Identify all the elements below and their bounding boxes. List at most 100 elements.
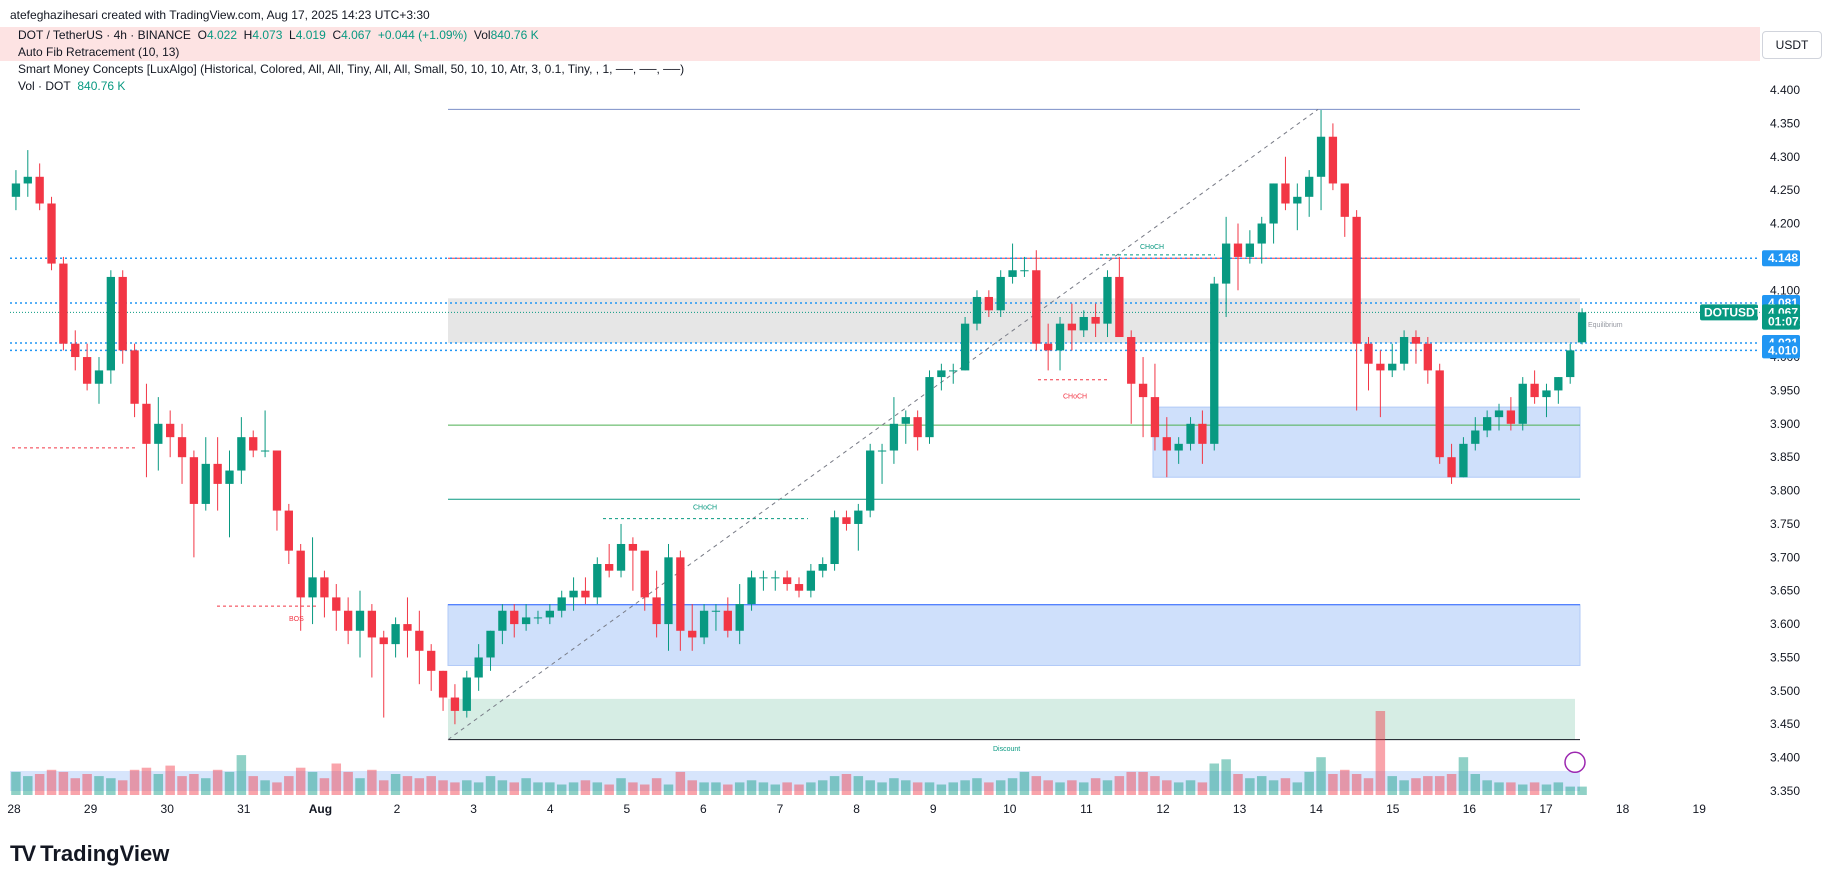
candle-body-4 (59, 263, 68, 344)
candle-body-53 (640, 550, 649, 598)
volume-bar-87 (1043, 780, 1053, 795)
y-tick-3: 4.250 (1770, 183, 1800, 197)
volume-bar-107 (1280, 778, 1291, 795)
x-tick-10: 7 (777, 802, 784, 816)
x-tick-22: 19 (1693, 802, 1707, 816)
volume-bar-38 (462, 780, 472, 795)
candle-body-103 (1233, 243, 1243, 257)
volume-bar-115 (1375, 711, 1386, 795)
volume-bar-101 (1209, 763, 1220, 795)
candle-body-12 (154, 423, 163, 444)
volume-bar-11 (141, 767, 152, 795)
equilibrium-zone (448, 298, 1580, 344)
volume-bar-93 (1114, 776, 1125, 795)
candle-body-29 (355, 610, 365, 631)
candle-body-96 (1150, 397, 1160, 438)
currency-selector[interactable]: USDT (1762, 31, 1822, 59)
volume-bar-47 (568, 782, 579, 795)
y-tick-0: 4.400 (1770, 83, 1800, 97)
volume-bar-25 (307, 771, 318, 795)
x-tick-11: 8 (853, 802, 860, 816)
candle-body-75 (901, 417, 910, 424)
candle-body-6 (82, 357, 92, 384)
candle-body-115 (1376, 363, 1385, 371)
candle-body-98 (1174, 443, 1183, 451)
candle-body-8 (106, 276, 116, 371)
volume-bar-94 (1126, 771, 1136, 795)
volume-bar-48 (580, 780, 591, 795)
volume-bar-119 (1423, 776, 1433, 795)
legend-main-series[interactable]: DOT / TetherUS · 4h · BINANCE O4.022 H4.… (0, 27, 1760, 61)
y-tick-2: 4.300 (1770, 150, 1800, 164)
legend-volume-indicator[interactable]: Vol · DOT 840.76 K (0, 78, 1760, 95)
y-tick-4: 4.200 (1770, 217, 1800, 231)
volume-bar-96 (1150, 776, 1160, 795)
candle-body-21 (260, 450, 270, 452)
legend-open-value: 4.022 (206, 28, 237, 42)
volume-bar-92 (1102, 780, 1113, 795)
candle-body-17 (213, 463, 222, 484)
volume-bar-121 (1446, 774, 1457, 795)
volume-bar-64 (770, 784, 781, 795)
candle-body-15 (189, 457, 199, 504)
volume-bar-68 (817, 780, 828, 795)
candle-body-43 (521, 617, 531, 625)
x-tick-0: 28 (7, 802, 21, 816)
volume-bar-49 (592, 782, 603, 795)
bos-label: BOS (289, 616, 304, 623)
volume-bar-15 (189, 774, 199, 795)
volume-bar-109 (1304, 771, 1314, 795)
volume-bar-105 (1256, 776, 1267, 795)
volume-bar-2 (34, 774, 45, 795)
price-tag-bg-5 (1762, 342, 1800, 359)
volume-bar-99 (1185, 780, 1196, 795)
volume-bar-127 (1517, 784, 1528, 795)
legend-smc-indicator[interactable]: Smart Money Concepts [LuxAlgo] (Historic… (18, 62, 685, 76)
volume-bar-125 (1494, 782, 1504, 795)
volume-bar-88 (1055, 782, 1065, 795)
candle-body-125 (1494, 410, 1504, 418)
candle-body-102 (1221, 243, 1231, 284)
candle-body-112 (1340, 183, 1349, 217)
candle-body-68 (818, 564, 827, 571)
y-tick-6: 4.100 (1770, 283, 1800, 297)
candle-body-126 (1506, 410, 1516, 424)
choch-label-1: CHoCH (693, 504, 717, 511)
candle-body-97 (1162, 437, 1171, 451)
candle-body-55 (664, 557, 673, 625)
price-tag-5: 4.010 (1768, 343, 1798, 357)
x-tick-6: 3 (470, 802, 477, 816)
y-tick-13: 3.750 (1770, 517, 1800, 531)
legend-high-value: 4.073 (252, 28, 283, 42)
legend-low-value: 4.019 (295, 28, 326, 42)
volume-bar-69 (829, 776, 840, 795)
candle-body-128 (1530, 383, 1539, 398)
legend-low-label: L (289, 28, 296, 42)
candle-body-16 (201, 463, 210, 504)
x-tick-20: 17 (1539, 802, 1553, 816)
symbol-tag-bg (1700, 304, 1758, 321)
volume-bar-100 (1197, 782, 1208, 795)
volume-bar-3 (46, 769, 57, 795)
y-tick-1: 4.350 (1770, 116, 1800, 130)
candle-body-34 (415, 630, 424, 651)
volume-bar-53 (640, 784, 650, 795)
volume-bar-77 (924, 782, 935, 795)
volume-bar-97 (1162, 780, 1172, 795)
candle-body-91 (1091, 316, 1100, 324)
volume-bar-108 (1292, 782, 1303, 795)
volume-bar-130 (1553, 782, 1564, 795)
candle-body-51 (616, 543, 626, 571)
legend-change: +0.044 (+1.09%) (377, 28, 468, 42)
volume-bar-89 (1067, 780, 1077, 795)
x-tick-1: 29 (84, 802, 98, 816)
tradingview-logo-text: TradingView (40, 841, 170, 866)
volume-bar-56 (675, 771, 686, 795)
chart-header-caption: atefeghazihesari created with TradingVie… (10, 8, 430, 22)
volume-bar-126 (1506, 782, 1516, 795)
volume-bar-116 (1387, 776, 1397, 795)
legend-fib-indicator[interactable]: Auto Fib Retracement (10, 13) (18, 45, 180, 59)
volume-bar-58 (699, 782, 709, 795)
candle-body-33 (403, 624, 412, 631)
